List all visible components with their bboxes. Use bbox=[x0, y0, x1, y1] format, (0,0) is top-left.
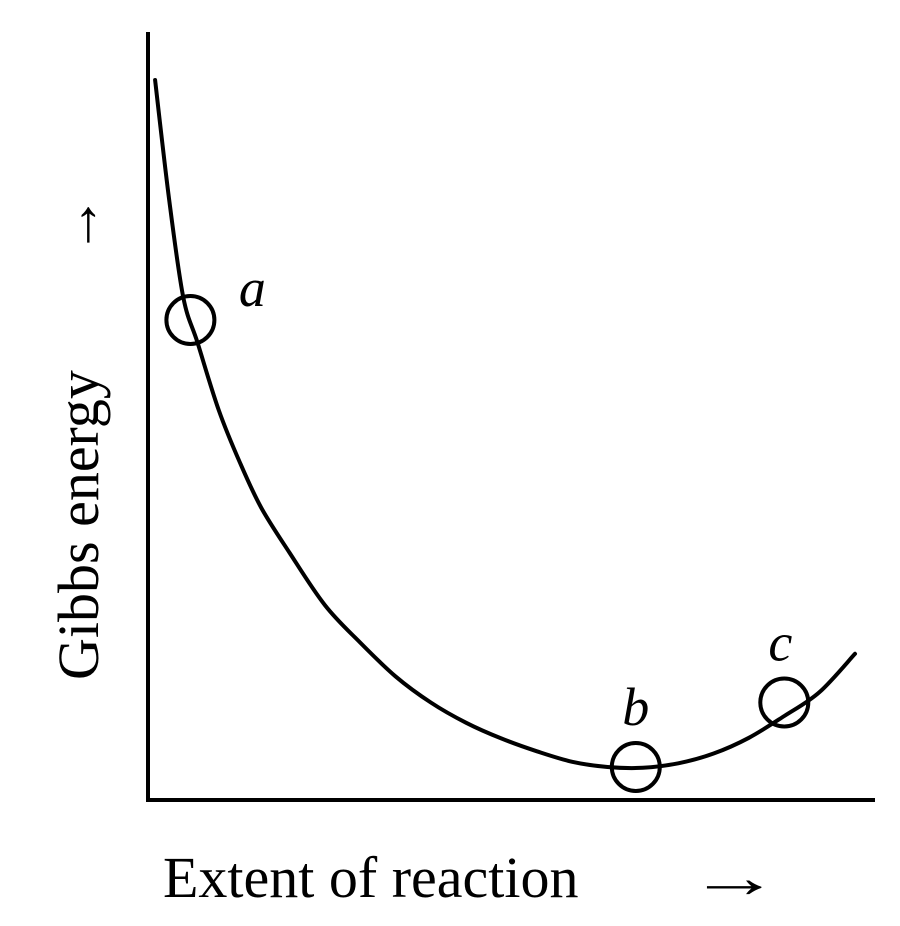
point-b-label: b bbox=[622, 677, 649, 737]
gibbs-energy-curve bbox=[153, 78, 857, 771]
y-axis-label: Gibbs energy bbox=[46, 370, 111, 680]
axes bbox=[146, 32, 875, 802]
x-axis-label: Extent of reaction bbox=[163, 845, 579, 910]
marked-points: a b c bbox=[164, 258, 811, 793]
x-axis-arrow: → bbox=[688, 845, 780, 910]
y-axis-arrow: → bbox=[46, 195, 111, 255]
point-c-label: c bbox=[768, 613, 792, 673]
point-b-marker bbox=[609, 741, 662, 793]
y-axis-label-group: Gibbs energy → bbox=[46, 195, 111, 680]
point-c-marker bbox=[758, 676, 811, 729]
point-a-label: a bbox=[239, 258, 266, 318]
point-a-marker bbox=[164, 294, 217, 346]
